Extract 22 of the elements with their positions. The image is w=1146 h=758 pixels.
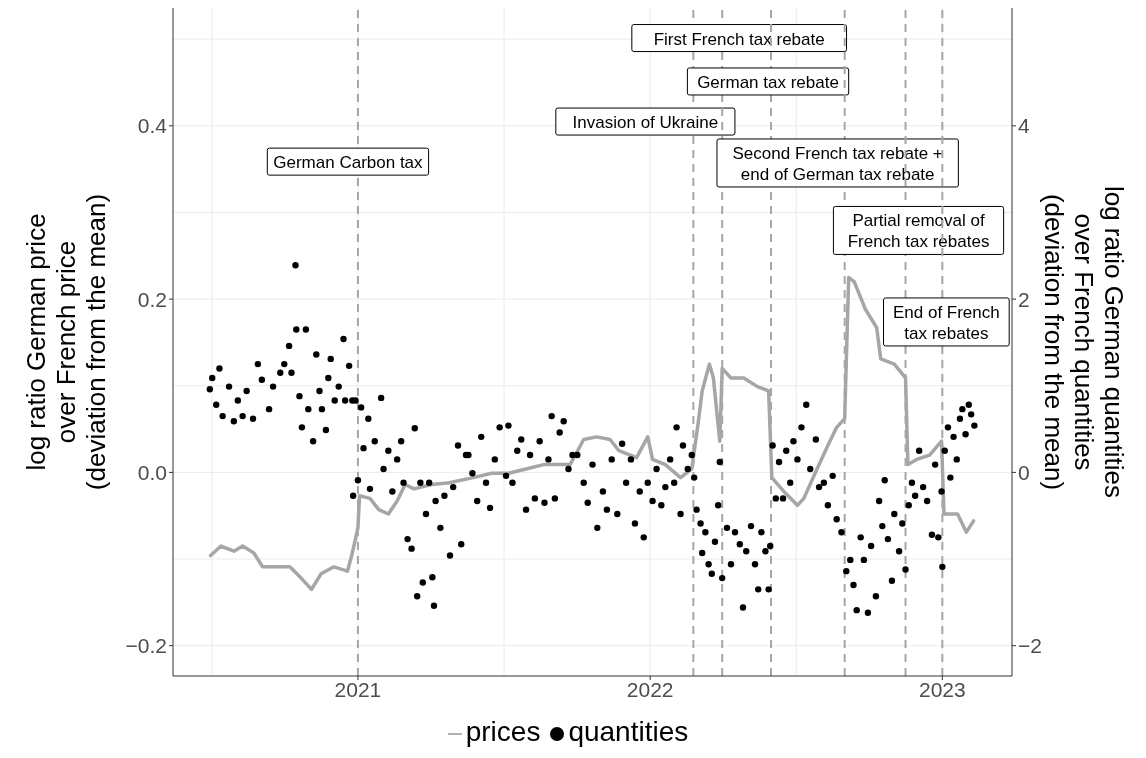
ref-line-label: End of French tax rebates <box>892 302 1000 343</box>
legend-label: prices <box>465 716 541 747</box>
y2-tick-label: 4 <box>1018 114 1030 138</box>
ref-line-label: Invasion of Ukraine <box>572 113 719 133</box>
y-tick-label: 0.4 <box>137 114 168 138</box>
y-axis-title: log ratio German price over French price (deviation from the mean) <box>21 193 111 491</box>
x-tick-label: 2021 <box>334 677 382 701</box>
y-tick-label: 0.0 <box>137 460 167 484</box>
y2-tick-label: 2 <box>1018 287 1030 311</box>
x-tick-label: 2023 <box>918 677 966 701</box>
ref-line-label: German tax rebate <box>697 72 839 92</box>
ref-line-label: German Carbon tax <box>273 153 424 173</box>
ref-line-label: First French tax rebate <box>653 29 825 49</box>
y-tick-label: 0.2 <box>137 287 167 311</box>
x-tick-label: 2022 <box>626 677 674 701</box>
y2-tick-label: 0 <box>1018 460 1030 484</box>
ref-line-label: Second French tax rebate + end of German tax rebate <box>732 143 943 184</box>
ref-line-label: Partial removal of French tax rebates <box>847 211 990 252</box>
y-tick-label: −0.2 <box>125 634 167 658</box>
legend-label: quantities <box>568 716 689 747</box>
y2-axis-title: log ratio German quantities over French quantities (deviation from the mean) <box>1039 185 1129 499</box>
y2-tick-label: −2 <box>1018 634 1042 658</box>
